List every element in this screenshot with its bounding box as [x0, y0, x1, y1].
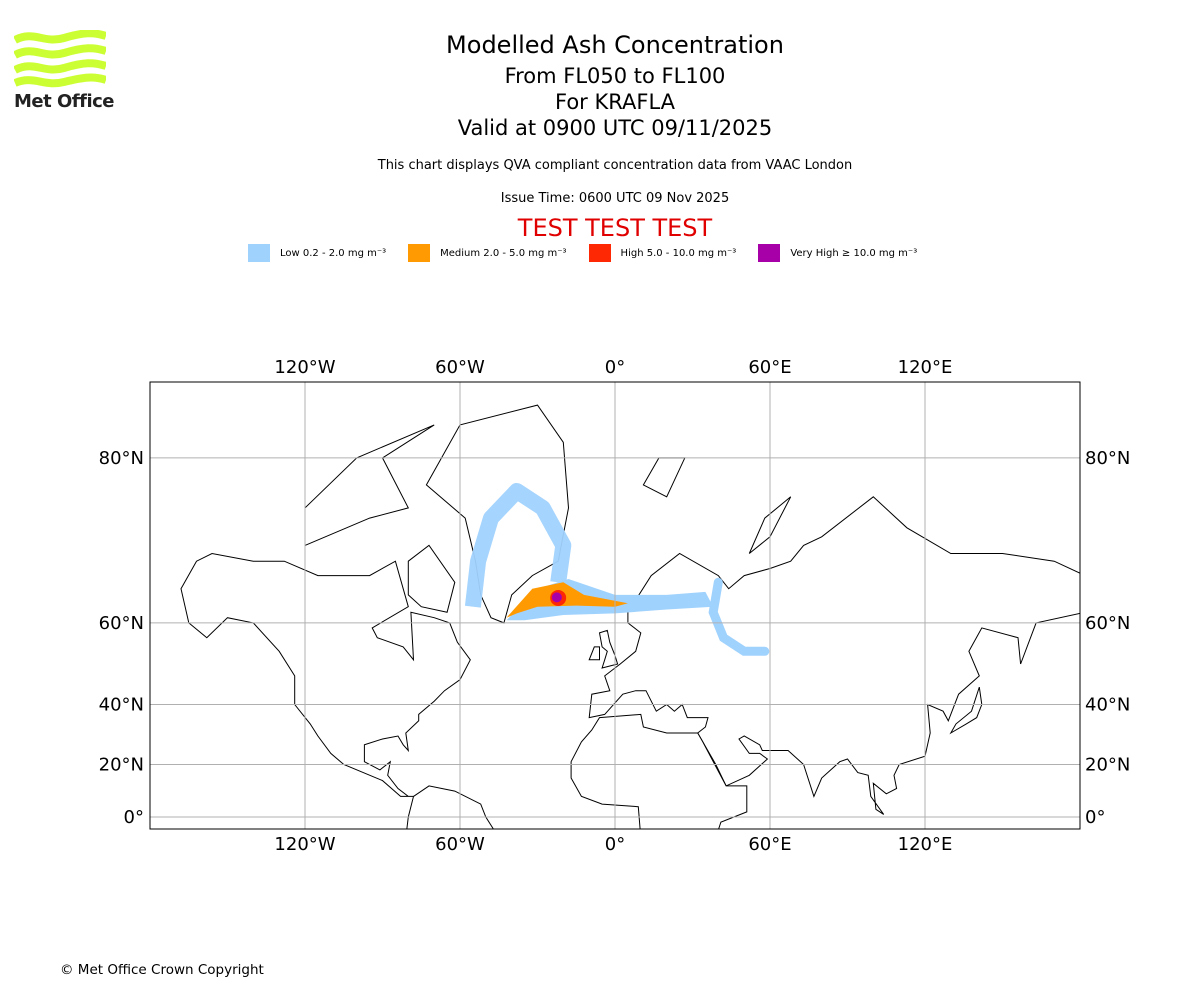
axis-labels: 120°W 120°W 60°W 60°W 0° 0° 60°E 60°E 120°E 120°E… — [99, 357, 1131, 855]
latitude-label: 40°N — [99, 695, 144, 716]
logo-waves-icon — [13, 29, 108, 88]
longitude-label: 120°E — [898, 357, 953, 378]
longitude-label: 60°W — [435, 357, 485, 378]
longitude-label: 120°W — [274, 834, 335, 855]
latitude-label: 20°N — [1085, 754, 1130, 775]
legend-item-medium: Medium 2.0 - 5.0 mg m⁻³ — [408, 244, 567, 262]
ash-concentration-layer — [464, 483, 770, 656]
legend-item-very-high: Very High ≥ 10.0 mg m⁻³ — [758, 244, 917, 262]
legend-swatch — [758, 244, 781, 262]
map-frame — [149, 381, 1081, 830]
issue-time: Issue Time: 0600 UTC 09 Nov 2025 — [500, 191, 730, 206]
ash-medium-plume — [506, 582, 628, 618]
legend-label: High 5.0 - 10.0 mg m⁻³ — [620, 247, 737, 259]
flight-levels: From FL050 to FL100 — [504, 64, 726, 88]
ash-low-ring — [464, 483, 572, 608]
legend-item-low: Low 0.2 - 2.0 mg m⁻³ — [248, 244, 386, 262]
legend-item-high: High 5.0 - 10.0 mg m⁻³ — [588, 244, 737, 262]
legend-swatch — [588, 244, 611, 262]
legend: Low 0.2 - 2.0 mg m⁻³ Medium 2.0 - 5.0 mg… — [248, 244, 939, 262]
latitude-label: 60°N — [1085, 613, 1130, 634]
landmass-ireland — [588, 646, 600, 661]
longitude-label: 0° — [605, 357, 625, 378]
longitude-label: 0° — [605, 834, 625, 855]
longitude-label: 60°W — [435, 834, 485, 855]
legend-label: Low 0.2 - 2.0 mg m⁻³ — [280, 247, 387, 259]
longitude-label: 60°E — [748, 834, 791, 855]
landmass-baffin-island — [407, 544, 456, 613]
logo-text: Met Office — [14, 91, 115, 112]
latitude-label: 80°N — [99, 448, 144, 469]
copyright: © Met Office Crown Copyright — [60, 962, 264, 978]
landmass-japan — [949, 686, 983, 735]
legend-label: Very High ≥ 10.0 mg m⁻³ — [790, 247, 918, 259]
ash-very-high-area — [551, 592, 562, 603]
met-office-logo — [13, 29, 108, 94]
latitude-label: 40°N — [1085, 695, 1130, 716]
longitude-label: 120°W — [274, 357, 335, 378]
landmass-arctic-archipelago — [304, 424, 435, 547]
valid-time: Valid at 0900 UTC 09/11/2025 — [457, 116, 773, 140]
volcano-name: For KRAFLA — [555, 90, 675, 114]
longitude-label: 120°E — [898, 834, 953, 855]
landmass-north-america — [180, 552, 471, 797]
latitude-label: 20°N — [99, 754, 144, 775]
legend-swatch — [248, 244, 270, 262]
longitude-label: 60°E — [748, 357, 791, 378]
latitude-label: 0° — [124, 807, 144, 828]
landmass-svalbard — [642, 457, 686, 498]
landmass-great-britain — [598, 629, 619, 669]
latitude-label: 60°N — [99, 613, 144, 634]
test-banner: TEST TEST TEST — [517, 214, 713, 242]
landmass-south-america — [406, 785, 494, 829]
legend-swatch — [408, 244, 431, 262]
subtitle: This chart displays QVA compliant concen… — [377, 158, 853, 173]
latitude-label: 80°N — [1085, 448, 1130, 469]
ash-low-russia — [708, 577, 770, 656]
chart-title: Modelled Ash Concentration — [446, 31, 784, 59]
legend-label: Medium 2.0 - 5.0 mg m⁻³ — [440, 247, 567, 259]
graticule — [150, 382, 1080, 829]
coastlines — [180, 404, 1080, 829]
latitude-label: 0° — [1085, 807, 1105, 828]
